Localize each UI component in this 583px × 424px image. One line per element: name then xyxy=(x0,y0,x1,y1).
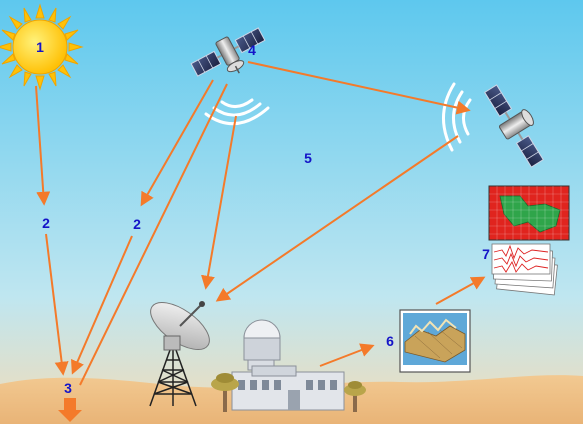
arrow-satellite-to-surface xyxy=(79,83,228,386)
satellite-dish-icon xyxy=(149,301,210,407)
arrow-satellite-to-label-2 xyxy=(140,79,214,207)
tree-icon xyxy=(344,381,366,412)
label-sun: 1 xyxy=(36,39,44,55)
label-products: 7 xyxy=(482,246,490,262)
down-arrow-icon xyxy=(58,398,82,422)
satellite-icon xyxy=(190,27,266,77)
data-plots-icon xyxy=(491,243,558,296)
arrow-relay-to-dish xyxy=(215,135,459,302)
gridded-map-icon xyxy=(488,185,570,241)
arrow-station-to-processing xyxy=(319,343,375,367)
ground-station-building-icon xyxy=(231,319,345,411)
terrain-image-icon xyxy=(399,309,471,373)
arrow-processing-to-products xyxy=(435,276,486,305)
sun-icon xyxy=(0,3,84,91)
label-satellite: 4 xyxy=(248,42,256,58)
arrow-label-2-to-surface-b xyxy=(71,235,133,375)
label-surface: 3 xyxy=(64,380,72,396)
arrow-sun-to-label-2 xyxy=(35,85,51,206)
label-processing: 6 xyxy=(386,333,394,349)
arrow-label-2-to-surface xyxy=(45,233,69,376)
signal-arrows xyxy=(35,61,486,386)
arrow-satellite-to-dish xyxy=(201,115,237,290)
label-solar-path: 2 xyxy=(42,215,50,231)
relay-satellite-icon xyxy=(484,84,544,168)
tree-icon xyxy=(211,373,239,412)
arrow-satellite-to-relay xyxy=(247,61,471,115)
label-atmosphere: 5 xyxy=(304,150,312,166)
label-reflected-path: 2 xyxy=(133,216,141,232)
